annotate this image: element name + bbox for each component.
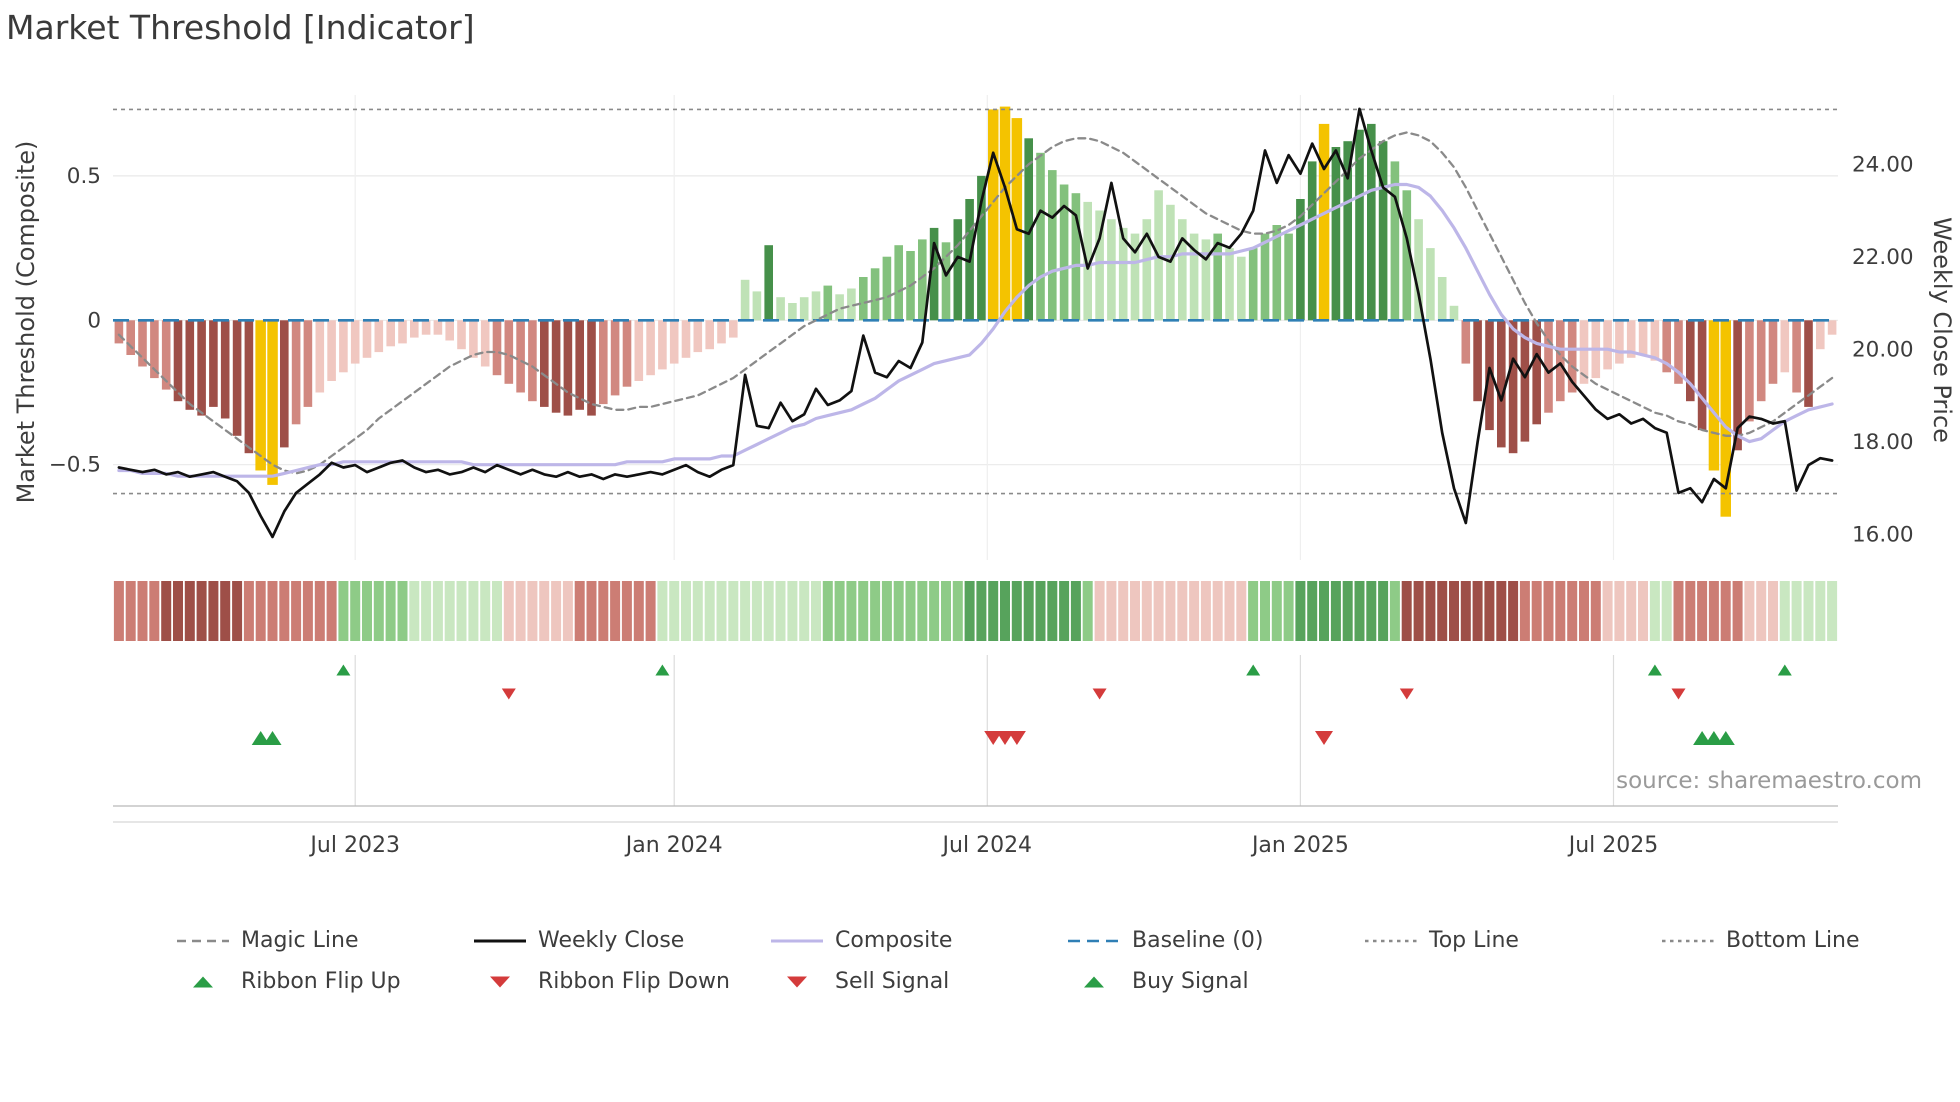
legend-item-sell-signal: Sell Signal [769, 969, 1066, 994]
svg-text:Jul 2023: Jul 2023 [308, 833, 400, 858]
legend-item-label: Ribbon Flip Up [241, 969, 401, 994]
legend-item-magic-line: Magic Line [175, 928, 472, 953]
legend-item-top-line: Top Line [1363, 928, 1660, 953]
triangle-up-icon [193, 976, 213, 987]
legend-item-ribbon-flip-down: Ribbon Flip Down [472, 969, 769, 994]
composite-bars [114, 106, 1837, 517]
line-swatch-icon [1068, 939, 1120, 942]
legend-item-label: Magic Line [241, 928, 359, 953]
svg-text:−0.5: −0.5 [49, 453, 101, 478]
svg-text:20.00: 20.00 [1852, 338, 1914, 363]
legend-row-lines: Magic Line Weekly Close Composite Baseline … [175, 920, 1957, 961]
svg-text:18.00: 18.00 [1852, 430, 1914, 455]
left-axis-label: Market Threshold (Composite) [12, 140, 40, 504]
line-swatch-icon [177, 939, 229, 942]
legend-item-label: Top Line [1429, 928, 1519, 953]
triangle-up-icon [1084, 976, 1104, 987]
svg-text:Jan 2024: Jan 2024 [624, 833, 723, 858]
magic-line [117, 131, 1834, 475]
svg-text:22.00: 22.00 [1852, 245, 1914, 270]
signal-panel-grid [113, 655, 1838, 823]
line-swatch-icon [1365, 939, 1417, 942]
legend-item-label: Bottom Line [1726, 928, 1860, 953]
sell-signal-markers [984, 731, 1333, 745]
legend-item-label: Composite [835, 928, 953, 953]
legend-item-ribbon-flip-up: Ribbon Flip Up [175, 969, 472, 994]
legend-item-label: Ribbon Flip Down [538, 969, 730, 994]
weekly-close-line [117, 107, 1834, 539]
triangle-down-icon [787, 976, 807, 987]
svg-text:Jul 2024: Jul 2024 [941, 833, 1033, 858]
axis-tick-labels: 0.5 0 −0.5 24.00 22.00 20.00 18.00 16.00 Jul 202… [49, 152, 1914, 858]
ribbon-flip-down-markers [501, 688, 1686, 700]
svg-text:24.00: 24.00 [1852, 152, 1914, 177]
legend-item-label: Baseline (0) [1132, 928, 1264, 953]
legend-item-composite: Composite [769, 928, 1066, 953]
legend-item-weekly-close: Weekly Close [472, 928, 769, 953]
legend-item-label: Sell Signal [835, 969, 950, 994]
legend-item-label: Weekly Close [538, 928, 685, 953]
legend-item-baseline-0: Baseline (0) [1066, 928, 1363, 953]
line-swatch-icon [771, 939, 823, 942]
page-title: Market Threshold [Indicator] [6, 8, 475, 47]
legend-item-bottom-line: Bottom Line [1660, 928, 1957, 953]
svg-text:Jan 2025: Jan 2025 [1250, 833, 1349, 858]
svg-text:Jul 2025: Jul 2025 [1567, 833, 1659, 858]
gridlines [113, 95, 1838, 560]
source-credit: source: sharemaestro.com [1616, 768, 1922, 794]
svg-text:16.00: 16.00 [1852, 523, 1914, 548]
svg-text:0: 0 [87, 308, 101, 333]
triangle-down-icon [490, 976, 510, 987]
legend-item-buy-signal: Buy Signal [1066, 969, 1363, 994]
buy-signal-markers [251, 731, 1735, 745]
svg-text:0.5: 0.5 [67, 164, 101, 189]
legend-item-label: Buy Signal [1132, 969, 1249, 994]
chart-legend: Magic Line Weekly Close Composite Baseline … [175, 920, 1957, 1002]
ribbon-strip [113, 581, 1838, 641]
line-swatch-icon [1662, 939, 1714, 942]
line-swatch-icon [474, 939, 526, 942]
ribbon-flip-up-markers [336, 664, 1792, 676]
legend-row-markers: Ribbon Flip Up Ribbon Flip Down Sell Signa… [175, 961, 1957, 1002]
right-axis-label: Weekly Close Price [1928, 217, 1956, 443]
